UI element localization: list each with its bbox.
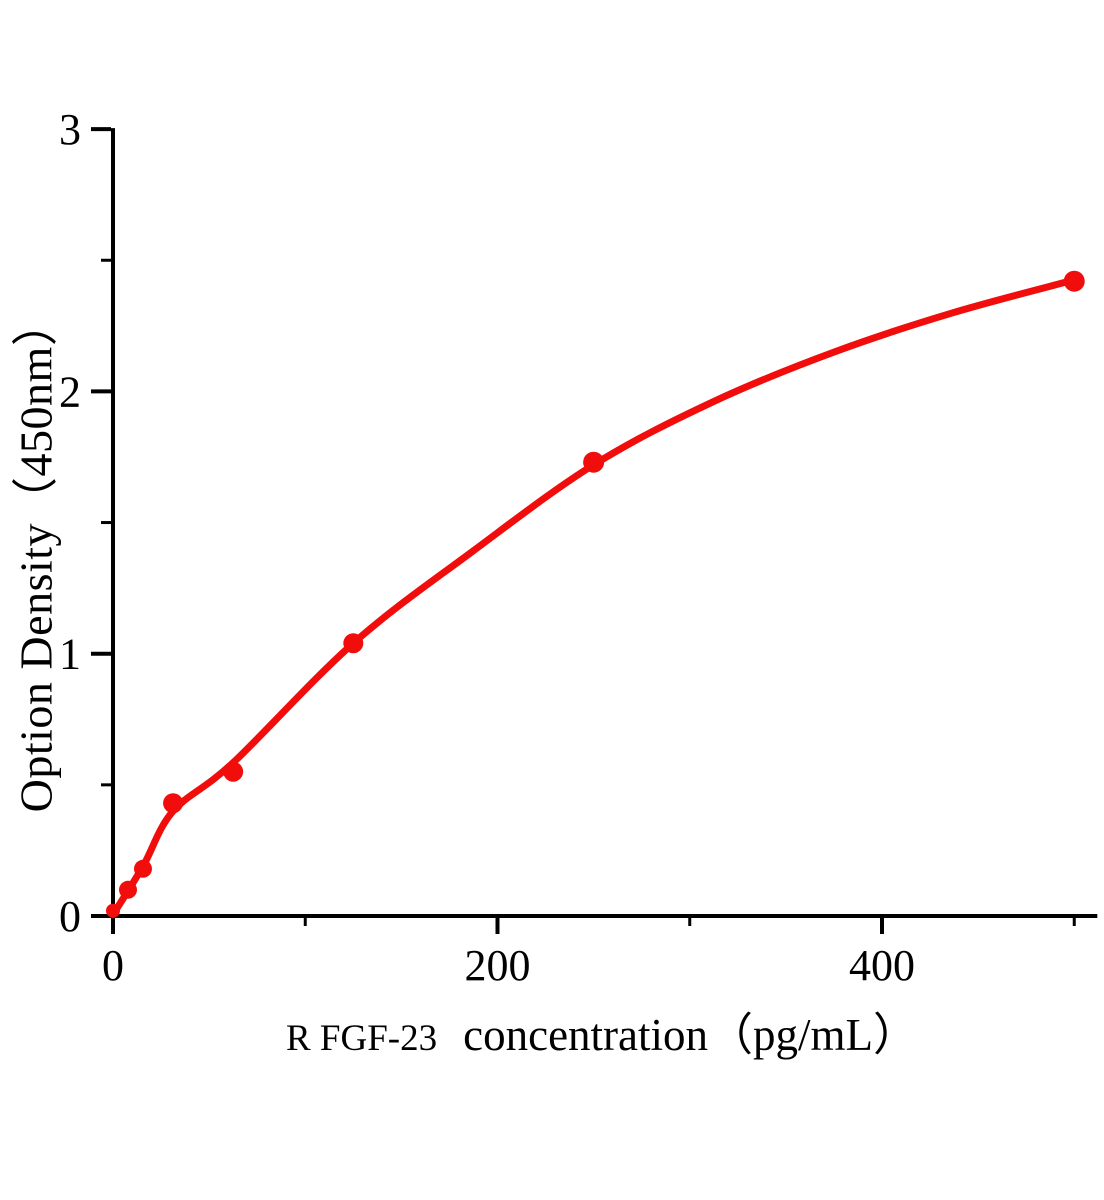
data-point bbox=[118, 880, 137, 899]
y-tick-label: 2 bbox=[59, 367, 81, 416]
data-point bbox=[106, 903, 120, 918]
fit-curve bbox=[109, 276, 1078, 919]
data-point bbox=[223, 761, 244, 782]
data-point bbox=[163, 793, 184, 814]
x-axis-title-units: concentration（pg/mL） bbox=[463, 1010, 919, 1060]
x-tick-label: 200 bbox=[465, 941, 531, 990]
y-axis-title: Option Density（450nm） bbox=[10, 299, 62, 813]
data-point bbox=[133, 859, 152, 878]
y-tick-label: 3 bbox=[59, 105, 81, 154]
x-axis-title-analyte: R FGF-23 bbox=[285, 1018, 438, 1059]
data-point bbox=[1063, 270, 1085, 292]
data-point bbox=[343, 633, 364, 654]
x-tick-label: 0 bbox=[102, 941, 124, 990]
data-point bbox=[583, 451, 605, 473]
x-axis-title: R FGF-23 concentration（pg/mL） bbox=[102, 998, 1102, 1063]
y-tick-label: 1 bbox=[59, 630, 81, 679]
y-tick-label: 0 bbox=[59, 892, 81, 941]
x-tick-label: 400 bbox=[849, 941, 915, 990]
